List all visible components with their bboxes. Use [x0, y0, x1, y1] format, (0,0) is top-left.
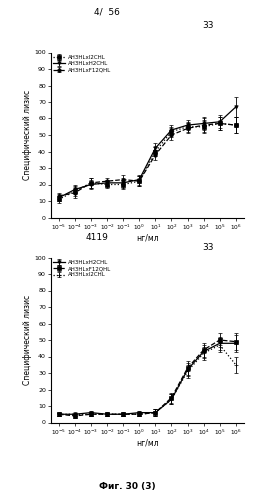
Legend: AH3HLxI2CHL, AH3HLxH2CHL, AH3HLxF12QHL: AH3HLxI2CHL, AH3HLxH2CHL, AH3HLxF12QHL — [52, 54, 112, 74]
Y-axis label: Специфический лизис: Специфический лизис — [23, 295, 31, 385]
Y-axis label: Специфический лизис: Специфический лизис — [23, 90, 31, 180]
X-axis label: нг/мл: нг/мл — [136, 438, 159, 447]
Legend: AH3HLxH2CHL, AH3HLxF12QHL, AH3HLxI2CHL: AH3HLxH2CHL, AH3HLxF12QHL, AH3HLxI2CHL — [52, 258, 112, 278]
Text: 4119: 4119 — [85, 232, 108, 241]
Text: 33: 33 — [202, 21, 214, 30]
Text: 4/  56: 4/ 56 — [94, 8, 120, 16]
Text: Фиг. 30 (3): Фиг. 30 (3) — [99, 482, 155, 491]
Text: 33: 33 — [202, 242, 214, 252]
X-axis label: нг/мл: нг/мл — [136, 233, 159, 242]
